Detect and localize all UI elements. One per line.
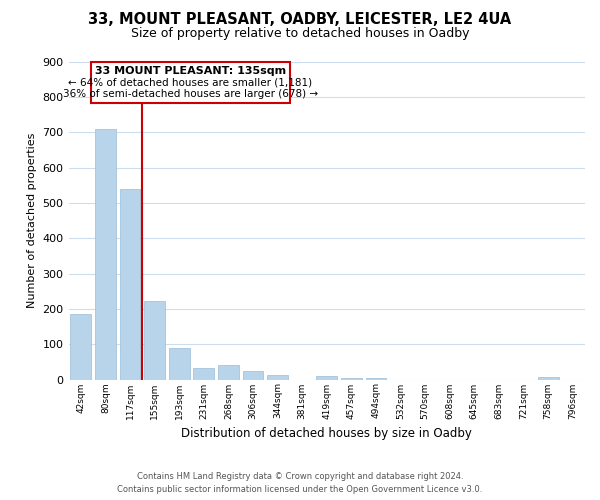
Bar [95, 128, 116, 380]
Bar [70, 314, 91, 380]
Text: 36% of semi-detached houses are larger (678) →: 36% of semi-detached houses are larger (… [63, 89, 318, 99]
Text: 33, MOUNT PLEASANT, OADBY, LEICESTER, LE2 4UA: 33, MOUNT PLEASANT, OADBY, LEICESTER, LE… [88, 12, 512, 28]
Text: 33 MOUNT PLEASANT: 135sqm: 33 MOUNT PLEASANT: 135sqm [95, 66, 286, 76]
Bar [119, 188, 140, 380]
FancyBboxPatch shape [91, 62, 290, 103]
Bar [169, 348, 190, 380]
Bar [218, 366, 239, 380]
Y-axis label: Number of detached properties: Number of detached properties [27, 133, 37, 308]
Text: Size of property relative to detached houses in Oadby: Size of property relative to detached ho… [131, 28, 469, 40]
Text: Contains HM Land Registry data © Crown copyright and database right 2024.
Contai: Contains HM Land Registry data © Crown c… [118, 472, 482, 494]
Bar [538, 376, 559, 380]
Bar [341, 378, 362, 380]
Bar [316, 376, 337, 380]
Text: ← 64% of detached houses are smaller (1,181): ← 64% of detached houses are smaller (1,… [68, 78, 313, 88]
Bar [193, 368, 214, 380]
Bar [242, 370, 263, 380]
X-axis label: Distribution of detached houses by size in Oadby: Distribution of detached houses by size … [181, 427, 472, 440]
Bar [144, 301, 165, 380]
Bar [267, 375, 288, 380]
Bar [365, 378, 386, 380]
